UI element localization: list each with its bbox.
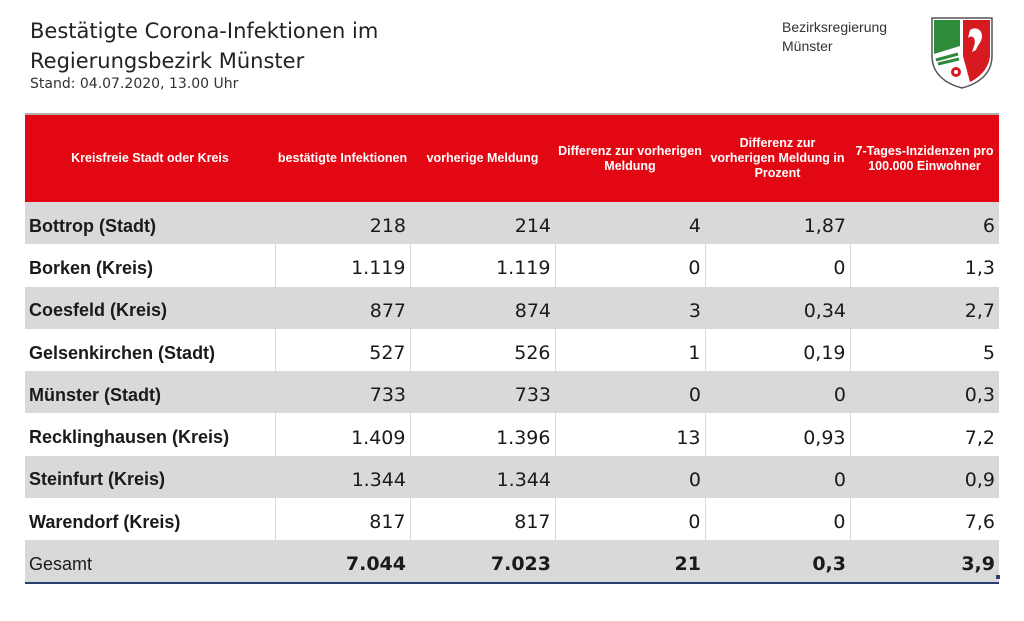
table-cell: 0: [704, 244, 850, 287]
table-cell: 1.119: [274, 244, 410, 287]
table-cell: 0: [554, 244, 705, 287]
table-cell: 0,9: [964, 468, 995, 491]
table-cell: 214: [514, 215, 551, 238]
page-title: Bestätigte Corona-Infektionen im Regieru…: [30, 19, 379, 73]
table-cell: 1.409: [274, 413, 410, 456]
stand-date: Stand: 04.07.2020, 13.00 Uhr: [30, 76, 239, 92]
table-row: Gelsenkirchen (Stadt) 527 526 1 0,19 5: [25, 328, 999, 372]
table-cell: 2,7: [964, 299, 995, 322]
table-cell: 0: [688, 468, 701, 491]
table-cell: 0: [704, 498, 850, 541]
column-header-confirmed: bestätigte Infektionen: [275, 113, 410, 202]
table-cell: Steinfurt (Kreis): [29, 469, 166, 490]
table-cell: Bottrop (Stadt): [29, 215, 156, 236]
table-cell: 1,87: [803, 215, 846, 238]
table-header-row: Kreisfreie Stadt oder Kreis bestätigte I…: [25, 113, 999, 202]
table-cell: 527: [274, 328, 410, 372]
authority-name-line1: Bezirksregierung: [782, 19, 888, 35]
table-cell: 0,93: [704, 413, 850, 456]
column-header-incidence: 7-Tages-Inzidenzen pro 100.000 Einwohner: [850, 113, 999, 202]
table-cell: 3,9: [850, 540, 999, 584]
table-cell: 1.119: [409, 244, 555, 287]
table-cell: Gelsenkirchen (Stadt): [29, 342, 216, 363]
table-cell: 0: [833, 384, 846, 407]
table-cell: 3: [688, 299, 701, 322]
table-cell: 526: [409, 328, 555, 372]
table-cell: 733: [514, 384, 551, 407]
table-row: Warendorf (Kreis) 817 817 0 0 7,6: [25, 498, 999, 541]
column-header-difference-percent: Differenz zur vorherigen Meldung in Proz…: [705, 113, 850, 202]
total-label: Gesamt: [25, 540, 275, 584]
table-cell: 1.396: [409, 413, 555, 456]
table-cell: 817: [274, 498, 410, 541]
table-cell: 7,2: [849, 413, 999, 456]
table-cell: Recklinghausen (Kreis): [29, 427, 230, 448]
corner-mark: [996, 575, 1000, 579]
table-row: Borken (Kreis) 1.119 1.119 0 0 1,3: [25, 244, 999, 287]
table-cell: 21: [555, 540, 705, 584]
table-cell: 1: [554, 328, 705, 372]
table-cell: 0: [833, 468, 846, 491]
table-row: Recklinghausen (Kreis) 1.409 1.396 13 0,…: [25, 413, 999, 456]
nrw-crest-icon: [931, 17, 993, 89]
table-total-row: Gesamt 7.044 7.023 21 0,3 3,9: [25, 540, 999, 584]
table-cell: 877: [369, 299, 406, 322]
table-cell: 5: [849, 328, 999, 372]
table-cell: Warendorf (Kreis): [29, 511, 181, 532]
table-cell: 0,19: [704, 328, 850, 372]
table-cell: 0,3: [705, 540, 850, 584]
table-cell: Münster (Stadt): [29, 384, 161, 405]
table-cell: 218: [369, 215, 406, 238]
table-cell: 1.344: [496, 468, 551, 491]
table-cell: 0,34: [803, 299, 846, 322]
table-row: Bottrop (Stadt) 218 214 4 1,87 6: [25, 202, 999, 245]
table-row: Coesfeld (Kreis) 877 874 3 0,34 2,7: [25, 286, 999, 329]
column-header-name: Kreisfreie Stadt oder Kreis: [25, 113, 275, 202]
authority-name: Bezirksregierung Münster: [782, 18, 887, 56]
table-cell: 1.344: [351, 468, 406, 491]
table-cell: 7.023: [410, 540, 555, 584]
authority-name-line2: Münster: [782, 38, 833, 54]
table-cell: 0: [554, 498, 705, 541]
table-cell: 874: [514, 299, 551, 322]
table-cell: 13: [554, 413, 705, 456]
table-cell: 7.044: [275, 540, 410, 584]
table-cell: 0: [688, 384, 701, 407]
table-cell: 817: [409, 498, 555, 541]
infection-table: Kreisfreie Stadt oder Kreis bestätigte I…: [25, 113, 999, 584]
table-cell: 6: [982, 215, 995, 238]
table-cell: 1,3: [849, 244, 999, 287]
column-header-difference: Differenz zur vorherigen Meldung: [555, 113, 705, 202]
table-cell: 4: [688, 215, 701, 238]
table-cell: 733: [369, 384, 406, 407]
table-cell: Coesfeld (Kreis): [29, 300, 168, 321]
table-cell: 0,3: [964, 384, 995, 407]
table-cell: 7,6: [849, 498, 999, 541]
table-row: Münster (Stadt) 733 733 0 0 0,3: [25, 371, 999, 414]
table-cell: Borken (Kreis): [29, 257, 154, 278]
table-row: Steinfurt (Kreis) 1.344 1.344 0 0 0,9: [25, 455, 999, 499]
column-header-previous: vorherige Meldung: [410, 113, 555, 202]
